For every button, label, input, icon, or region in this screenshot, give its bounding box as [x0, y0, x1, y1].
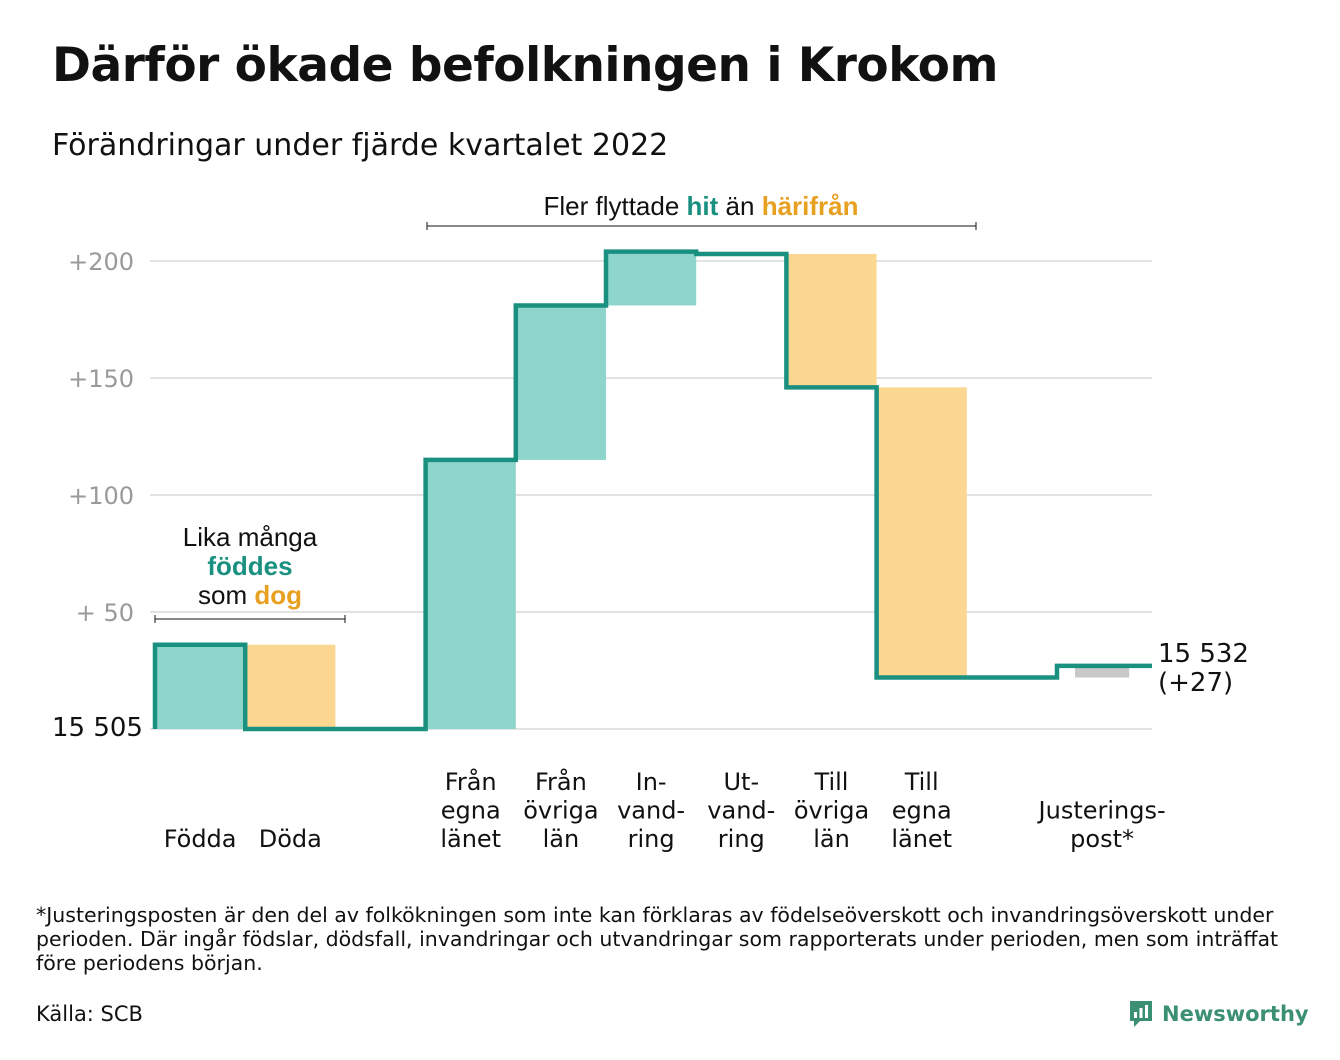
births-deaths-annotation: Lika många föddes som dog — [154, 522, 346, 623]
end-value-label: 15 532 — [1158, 639, 1249, 669]
category-label: Justerings- — [1037, 797, 1166, 825]
bar-increase — [155, 644, 246, 729]
category-label: In- — [636, 768, 667, 796]
annotation-line-3-highlight: dog — [254, 580, 302, 610]
bar-increase — [606, 251, 697, 306]
bar-increase — [515, 305, 606, 460]
category-label: län — [543, 825, 580, 853]
category-label: Till — [814, 768, 849, 796]
bars — [155, 251, 1130, 729]
category-label: län — [813, 825, 850, 853]
y-tick-label: +150 — [68, 365, 134, 393]
category-label: Till — [904, 768, 939, 796]
category-label: ring — [718, 825, 765, 853]
newsworthy-logo-icon — [1130, 1001, 1152, 1027]
chart-title: Därför ökade befolkningen i Krokom — [52, 38, 998, 93]
category-label: Från — [445, 767, 497, 796]
category-label: vand- — [617, 797, 685, 825]
waterfall-chart: + 50+100+150+200 Födda DödaFrånegnalänetF… — [52, 191, 1249, 853]
births-deaths-bracket — [154, 615, 346, 623]
migration-text-hit: hit — [687, 191, 719, 221]
category-label: egna — [892, 797, 952, 825]
migration-text-pre: Fler flyttade — [543, 191, 686, 221]
end-change-label: (+27) — [1158, 668, 1233, 698]
brand-name: Newsworthy — [1162, 1002, 1309, 1026]
category-label: länet — [891, 825, 952, 853]
category-labels: Födda DödaFrånegnalänetFrånövrigalänIn-va… — [164, 767, 1166, 853]
migration-text: Fler flyttade hit än härifrån — [543, 191, 858, 221]
annotation-line-1: Lika många — [183, 522, 318, 552]
category-label: Döda — [259, 825, 322, 853]
category-label: ring — [628, 825, 675, 853]
y-tick-label: +200 — [68, 248, 134, 276]
chart-subtitle: Förändringar under fjärde kvartalet 2022 — [52, 128, 669, 163]
category-label: Ut- — [723, 768, 759, 796]
category-label: post* — [1070, 825, 1134, 853]
category-label: egna — [441, 797, 501, 825]
bar-decrease — [876, 387, 967, 678]
source-label: Källa: SCB — [36, 1002, 143, 1026]
y-tick-label: + 50 — [76, 599, 134, 627]
footnote: *Justeringsposten är den del av folkökni… — [36, 903, 1279, 975]
annotation-line-2: föddes — [207, 551, 292, 581]
bar-adjustment — [1075, 665, 1130, 678]
category-label: länet — [440, 825, 501, 853]
migration-bracket — [426, 222, 977, 230]
migration-annotation: Fler flyttade hit än härifrån — [426, 191, 977, 230]
category-label: övriga — [794, 797, 869, 825]
y-tick-label: +100 — [68, 482, 134, 510]
category-label: övriga — [523, 797, 598, 825]
cumulative-step-line — [152, 249, 1152, 732]
category-label: vand- — [707, 797, 775, 825]
bar-decrease — [786, 253, 877, 388]
bar-increase — [425, 459, 516, 729]
y-axis-ticks: + 50 +100 +150 +200 — [68, 248, 134, 627]
annotation-line-3: som dog — [198, 580, 302, 610]
migration-text-harifran: härifrån — [762, 191, 859, 221]
newsworthy-logo: Newsworthy — [1128, 998, 1309, 1030]
bar-decrease — [245, 644, 336, 729]
annotation-line-3-pre: som — [198, 580, 254, 610]
start-value-label: 15 505 — [52, 713, 143, 743]
step-line — [152, 249, 1152, 732]
category-label: Från — [535, 767, 587, 796]
migration-text-mid: än — [718, 191, 761, 221]
category-label: Födda — [164, 825, 237, 853]
